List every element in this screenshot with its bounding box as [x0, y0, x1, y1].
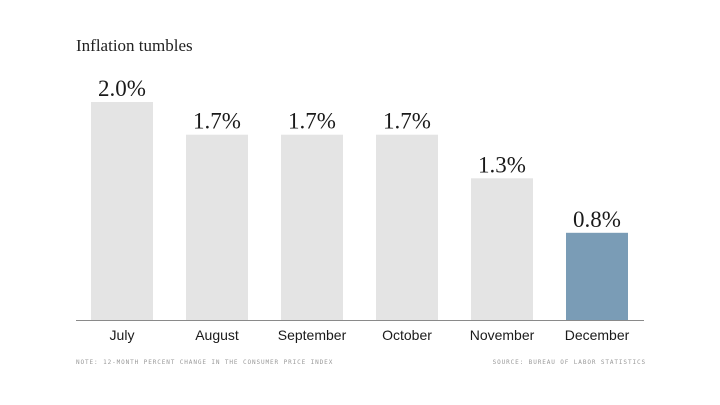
- category-label-december: December: [565, 327, 630, 343]
- category-label-october: October: [382, 327, 432, 343]
- value-label-july: 2.0%: [98, 76, 146, 101]
- bar-october: [376, 134, 438, 320]
- value-label-november: 1.3%: [478, 152, 526, 177]
- bar-july: [91, 102, 153, 320]
- chart-title: Inflation tumbles: [76, 36, 193, 55]
- bar-november: [471, 178, 533, 320]
- value-label-september: 1.7%: [288, 109, 336, 134]
- value-label-october: 1.7%: [383, 109, 431, 134]
- category-label-september: September: [278, 327, 347, 343]
- bar-august: [186, 134, 248, 320]
- bar-december: [566, 232, 628, 320]
- value-label-december: 0.8%: [573, 207, 621, 232]
- category-label-november: November: [470, 327, 535, 343]
- bar-september: [281, 134, 343, 320]
- value-label-august: 1.7%: [193, 109, 241, 134]
- chart-source: SOURCE: BUREAU OF LABOR STATISTICS: [492, 359, 646, 366]
- category-label-july: July: [110, 327, 135, 343]
- chart-note: NOTE: 12-MONTH PERCENT CHANGE IN THE CON…: [76, 359, 334, 366]
- category-label-august: August: [195, 327, 239, 343]
